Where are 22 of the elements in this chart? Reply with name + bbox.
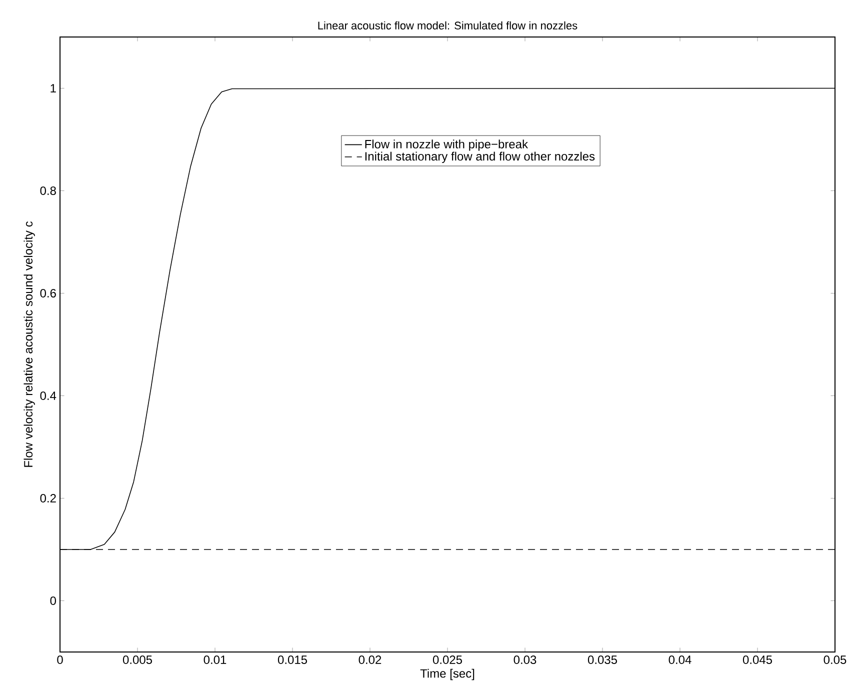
y-tick-label: 0	[50, 596, 56, 605]
y-tick-label: 0.6	[40, 288, 56, 298]
y-tick-label: 0.8	[40, 186, 56, 195]
x-tick-label: 0.02	[358, 656, 382, 664]
y-tick-label: 1	[50, 84, 56, 92]
legend-label: Initial stationary flow and flow other nozzles	[365, 152, 595, 163]
x-tick-label: 0.025	[432, 656, 462, 664]
y-tick-label: 0.2	[40, 494, 56, 502]
x-tick-label: 0.05	[824, 656, 846, 664]
x-tick-label: 0.035	[588, 656, 617, 664]
x-tick-label: 0.01	[204, 656, 226, 664]
legend-label: Flow in nozzle with pipe−break	[365, 140, 528, 151]
x-tick-label: 0.04	[668, 656, 692, 664]
x-tick-label: 0.03	[514, 656, 536, 664]
x-tick-label: 0	[57, 656, 63, 664]
chart-title: Linear acoustic flow model: Simulated flow in nozzles	[318, 21, 578, 30]
y-tick-label: 0.4	[40, 391, 56, 400]
x-tick-label: 0.045	[742, 656, 772, 664]
x-axis-title: Time [sec]	[420, 668, 474, 680]
x-tick-label: 0.005	[122, 656, 152, 664]
y-axis-title: Flow velocity relative acoustic sound velocity c	[24, 221, 35, 467]
x-tick-label: 0.015	[278, 656, 308, 664]
